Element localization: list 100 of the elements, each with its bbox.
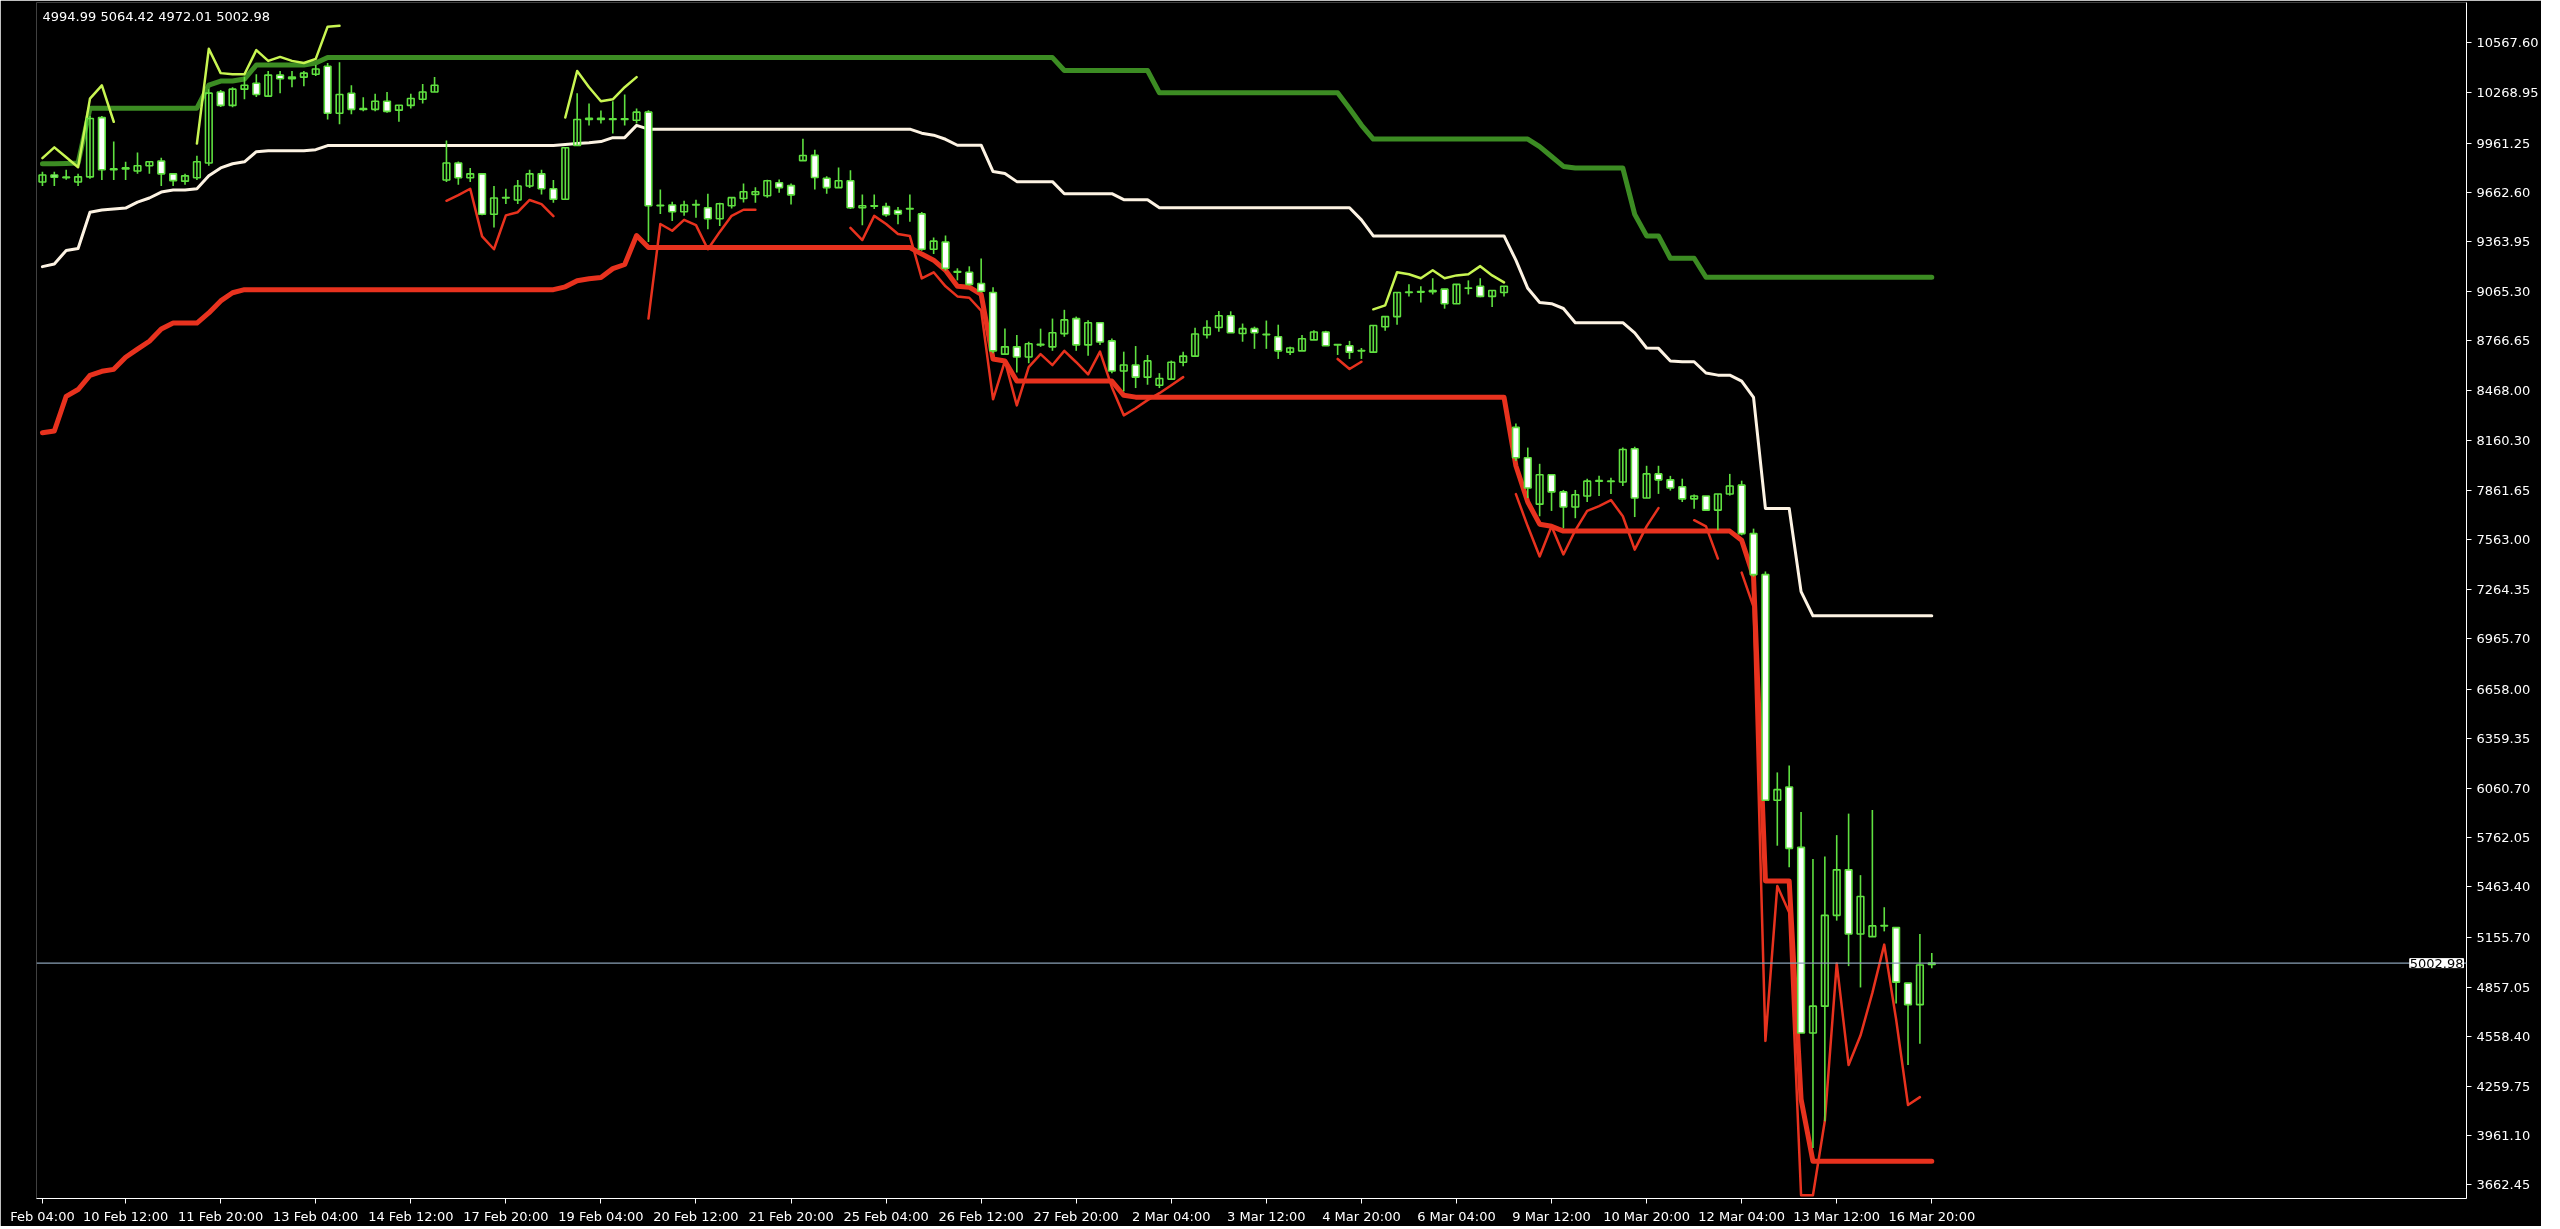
candlestick xyxy=(834,166,843,189)
y-tick-label: 5155.70 xyxy=(2476,930,2531,946)
candlestick xyxy=(858,193,867,226)
candlestick xyxy=(656,188,665,215)
x-tick-label: 10 Mar 20:00 xyxy=(1603,1208,1691,1224)
candlestick xyxy=(1226,310,1235,334)
candlestick xyxy=(1642,464,1651,499)
candlestick xyxy=(264,70,273,98)
candlestick xyxy=(109,140,118,181)
candlestick xyxy=(763,178,772,199)
candlestick xyxy=(1678,477,1687,503)
candlestick xyxy=(1381,315,1390,332)
candlestick xyxy=(1000,327,1010,356)
candlestick xyxy=(489,185,499,229)
y-tick-label: 6359.35 xyxy=(2476,731,2531,747)
candlestick xyxy=(1012,334,1021,374)
x-tick-label: 11 Feb 20:00 xyxy=(178,1208,264,1224)
y-tick-label: 5762.05 xyxy=(2476,830,2531,846)
candlestick xyxy=(1452,283,1461,305)
candlestick xyxy=(1143,354,1152,386)
candlestick xyxy=(394,104,404,123)
candlestick xyxy=(561,146,570,201)
y-tick-label: 10567.60 xyxy=(2476,35,2539,51)
candlestick xyxy=(406,92,415,110)
candlestick xyxy=(1915,933,1925,1045)
candlestick xyxy=(1297,334,1307,352)
candlestick xyxy=(620,93,629,127)
candlestick xyxy=(739,182,748,204)
candlestick xyxy=(1773,771,1782,847)
candlestick xyxy=(1262,319,1271,350)
y-tick-label: 6060.70 xyxy=(2476,780,2531,796)
candlestick xyxy=(1190,327,1200,357)
candlestick xyxy=(525,168,534,189)
candlestick xyxy=(810,148,819,191)
y-tick-label: 6658.00 xyxy=(2476,681,2531,697)
candlestick xyxy=(1499,285,1509,298)
candlestick xyxy=(1820,855,1829,1123)
candlestick xyxy=(786,182,796,206)
x-tick-label: 26 Feb 12:00 xyxy=(938,1208,1024,1224)
y-tick-label: 8468.00 xyxy=(2476,382,2531,398)
y-tick-label: 7563.00 xyxy=(2476,532,2531,548)
annotation: 4994.99 5064.42 4972.01 5002.98 xyxy=(42,8,270,24)
candlestick xyxy=(382,91,392,114)
candlestick xyxy=(121,160,130,181)
candlestick xyxy=(1048,317,1057,352)
x-tick-label: 6 Mar 04:00 xyxy=(1417,1208,1496,1224)
candlestick xyxy=(454,160,463,186)
x-tick-label: Feb 04:00 xyxy=(10,1208,75,1224)
y-tick-label: 7861.65 xyxy=(2476,482,2531,498)
candlestick xyxy=(1440,288,1449,310)
x-tick-label: 4 Mar 20:00 xyxy=(1322,1208,1401,1224)
candlestick xyxy=(549,179,558,204)
candlestick xyxy=(870,193,879,210)
candlestick xyxy=(287,70,297,88)
x-tick-label: 13 Mar 12:00 xyxy=(1793,1208,1881,1224)
candlestick xyxy=(573,92,582,147)
y-tick-label: 8160.30 xyxy=(2476,433,2531,449)
x-tick-label: 17 Feb 20:00 xyxy=(463,1208,549,1224)
candlestick xyxy=(798,137,808,162)
candlestick xyxy=(466,167,475,183)
candlestick xyxy=(1036,327,1045,348)
candlestick xyxy=(1535,463,1544,518)
candlestick xyxy=(371,92,380,113)
candlestick xyxy=(1202,319,1212,340)
candlestick xyxy=(442,139,451,183)
candlestick xyxy=(1808,858,1818,1149)
candlestick xyxy=(1713,493,1723,532)
candlestick xyxy=(1832,834,1841,922)
y-tick-label: 8766.65 xyxy=(2476,333,2531,349)
y-tick-label: 4857.05 xyxy=(2476,979,2531,995)
line-series xyxy=(40,123,1934,618)
candlestick xyxy=(1903,982,1913,1066)
candlestick xyxy=(679,200,689,217)
candlestick xyxy=(1392,291,1402,326)
y-tick-label: 6965.70 xyxy=(2476,631,2531,647)
y-tick-label: 5463.40 xyxy=(2476,879,2531,895)
x-tick-label: 25 Feb 04:00 xyxy=(843,1208,929,1224)
candlestick xyxy=(513,179,522,205)
y-tick-label: 9662.60 xyxy=(2476,184,2531,200)
candlestick xyxy=(1488,289,1497,308)
candlestick xyxy=(1559,489,1568,530)
candlestick xyxy=(977,257,986,294)
candlestick xyxy=(1214,310,1223,333)
candlestick xyxy=(1060,309,1069,338)
candlestick xyxy=(537,168,546,196)
x-tick-label: 19 Feb 04:00 xyxy=(558,1208,644,1224)
x-tick-label: 16 Mar 20:00 xyxy=(1888,1208,1976,1224)
y-tick-label: 9961.25 xyxy=(2476,135,2531,151)
candlestick xyxy=(1238,322,1247,343)
candlestick xyxy=(1369,324,1378,353)
candlestick xyxy=(133,151,142,175)
candlestick xyxy=(252,73,261,98)
candlestick xyxy=(240,76,249,101)
candlestick xyxy=(1571,489,1580,520)
candlestick xyxy=(85,115,95,180)
candlestick xyxy=(204,88,213,167)
ref-line-label: 5002.98 xyxy=(2409,955,2464,971)
y-tick-label: 4259.75 xyxy=(2476,1078,2531,1094)
candlestick xyxy=(1868,809,1877,938)
x-tick-label: 27 Feb 20:00 xyxy=(1033,1208,1119,1224)
